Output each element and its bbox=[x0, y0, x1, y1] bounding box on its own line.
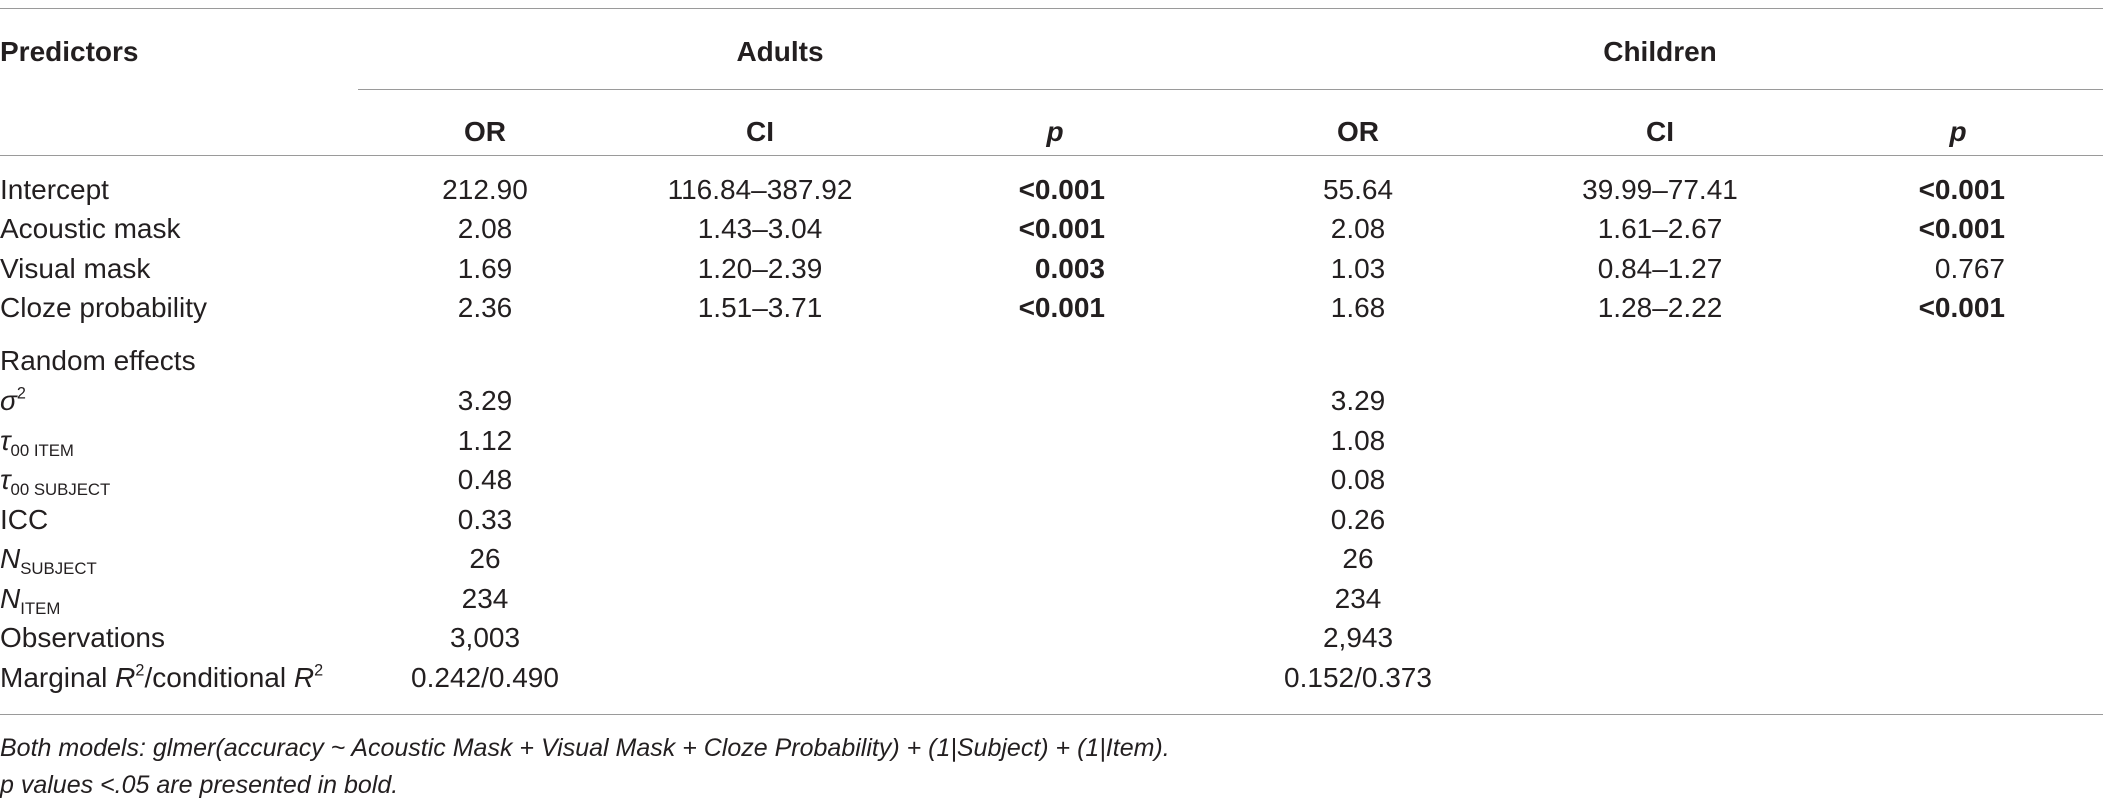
cell-children-ci: 1.28–2.22 bbox=[1597, 292, 1723, 323]
icc-children: 0.26 bbox=[1330, 504, 1386, 535]
table-bottom-rule bbox=[0, 714, 2103, 715]
cell-children-ci: 0.84–1.27 bbox=[1597, 253, 1723, 284]
n-item-adults: 234 bbox=[461, 583, 509, 614]
n-subject-adults: 26 bbox=[469, 543, 501, 574]
sigma-squared-children: 3.29 bbox=[1330, 385, 1386, 416]
n-subject-children: 26 bbox=[1342, 543, 1374, 574]
cell-adults-ci: 1.20–2.39 bbox=[697, 253, 823, 284]
cell-adults-or: 2.36 bbox=[457, 292, 513, 323]
n-item-children: 234 bbox=[1334, 583, 1382, 614]
cell-children-or: 1.68 bbox=[1330, 292, 1386, 323]
tau-item-label: τ00 ITEM bbox=[0, 425, 74, 460]
header-bottom-rule bbox=[0, 155, 2103, 156]
header-predictors: Predictors bbox=[0, 36, 139, 67]
icc-adults: 0.33 bbox=[457, 504, 513, 535]
tau-subject-adults: 0.48 bbox=[457, 464, 513, 495]
header-children: Children bbox=[1603, 36, 1717, 67]
cell-adults-ci: 1.43–3.04 bbox=[697, 213, 823, 244]
cell-adults-p: <0.001 bbox=[1018, 292, 1105, 323]
random-effects-title: Random effects bbox=[0, 345, 196, 376]
col-header-children-p: p bbox=[1949, 116, 1967, 147]
table-top-rule bbox=[0, 8, 2103, 9]
r-squared-adults: 0.242/0.490 bbox=[411, 662, 559, 693]
sigma-squared-label: σ2 bbox=[0, 384, 26, 416]
cell-children-or: 2.08 bbox=[1330, 213, 1386, 244]
cell-adults-or: 2.08 bbox=[457, 213, 513, 244]
tau-item-adults: 1.12 bbox=[457, 425, 513, 456]
observations-children: 2,943 bbox=[1322, 622, 1394, 653]
cell-adults-p: <0.001 bbox=[1018, 213, 1105, 244]
icc-label: ICC bbox=[0, 504, 49, 535]
cell-children-p: <0.001 bbox=[1918, 213, 2005, 244]
header-adults: Adults bbox=[736, 36, 824, 67]
tau-subject-children: 0.08 bbox=[1330, 464, 1386, 495]
col-header-children-or: OR bbox=[1337, 116, 1379, 147]
cell-children-or: 1.03 bbox=[1330, 253, 1386, 284]
col-header-adults-ci: CI bbox=[746, 116, 774, 147]
col-header-children-ci: CI bbox=[1646, 116, 1674, 147]
n-item-label: NITEM bbox=[0, 583, 61, 618]
predictor-label: Acoustic mask bbox=[0, 213, 181, 244]
predictor-label: Cloze probability bbox=[0, 292, 207, 323]
cell-adults-p: <0.001 bbox=[1018, 174, 1105, 205]
cell-adults-ci: 1.51–3.71 bbox=[697, 292, 823, 323]
r-squared-children: 0.152/0.373 bbox=[1284, 662, 1432, 693]
cell-adults-p: 0.003 bbox=[1034, 253, 1105, 284]
tau-item-children: 1.08 bbox=[1330, 425, 1386, 456]
cell-children-ci: 1.61–2.67 bbox=[1597, 213, 1723, 244]
predictor-label: Intercept bbox=[0, 174, 109, 205]
cell-children-p: <0.001 bbox=[1918, 292, 2005, 323]
sigma-squared-adults: 3.29 bbox=[457, 385, 513, 416]
col-header-adults-or: OR bbox=[464, 116, 506, 147]
group-header-rule bbox=[358, 89, 2103, 90]
cell-children-p: 0.767 bbox=[1934, 253, 2005, 284]
cell-children-ci: 39.99–77.41 bbox=[1582, 174, 1738, 205]
tau-subject-label: τ00 SUBJECT bbox=[0, 464, 111, 499]
cell-adults-or: 1.69 bbox=[457, 253, 513, 284]
predictor-label: Visual mask bbox=[0, 253, 151, 284]
footnote-bold: p values <.05 are presented in bold. bbox=[0, 771, 399, 799]
observations-label: Observations bbox=[0, 622, 165, 653]
col-header-adults-p: p bbox=[1046, 116, 1064, 147]
cell-children-p: <0.001 bbox=[1918, 174, 2005, 205]
cell-children-or: 55.64 bbox=[1322, 174, 1394, 205]
footnote-model: Both models: glmer(accuracy ~ Acoustic M… bbox=[0, 734, 1170, 762]
r-squared-label: Marginal R2/conditional R2 bbox=[0, 661, 324, 693]
observations-adults: 3,003 bbox=[449, 622, 521, 653]
cell-adults-or: 212.90 bbox=[442, 174, 528, 205]
n-subject-label: NSUBJECT bbox=[0, 543, 97, 578]
cell-adults-ci: 116.84–387.92 bbox=[667, 174, 853, 205]
